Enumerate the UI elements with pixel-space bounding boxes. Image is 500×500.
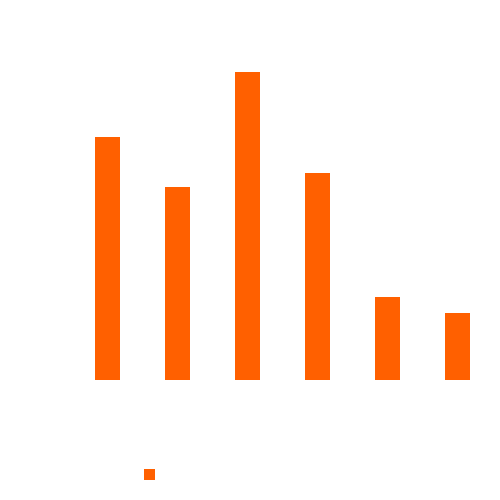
bar-4 bbox=[305, 173, 330, 380]
legend-swatch bbox=[144, 469, 155, 480]
bar-1 bbox=[95, 137, 120, 380]
bar-2 bbox=[165, 187, 190, 380]
bar-6 bbox=[445, 313, 470, 380]
bar-3 bbox=[235, 72, 260, 380]
bar-5 bbox=[375, 297, 400, 380]
bars-layer bbox=[95, 72, 470, 380]
legend bbox=[144, 469, 155, 480]
